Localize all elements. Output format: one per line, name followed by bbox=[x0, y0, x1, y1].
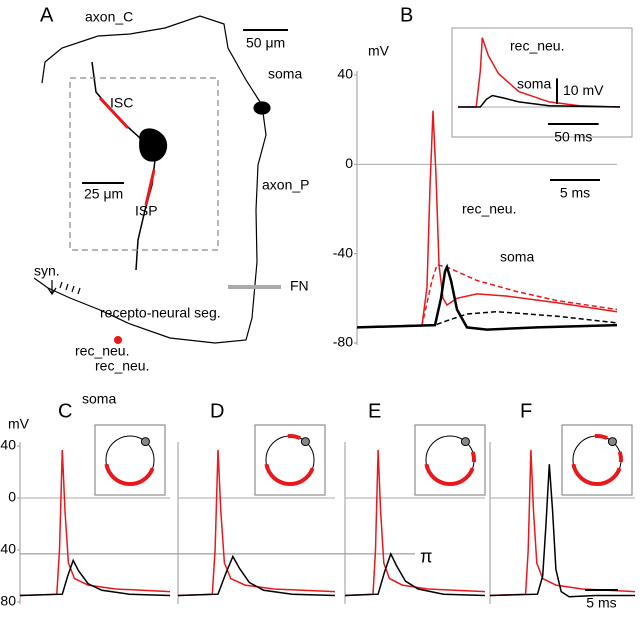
trace bbox=[19, 558, 171, 597]
red-segment bbox=[594, 434, 608, 441]
axon-outline bbox=[33, 15, 267, 344]
cell-body bbox=[139, 128, 168, 162]
trace bbox=[19, 449, 171, 597]
red-segment bbox=[470, 451, 476, 463]
red-segment bbox=[424, 463, 475, 486]
diagram-label: ISC bbox=[110, 95, 133, 111]
inset-frame bbox=[451, 27, 633, 138]
trace bbox=[356, 110, 618, 329]
diagram-label: soma bbox=[268, 66, 302, 82]
y-tick-label: 40 bbox=[0, 437, 16, 453]
series-label: soma bbox=[82, 391, 116, 407]
scale-bar-label: 5 ms bbox=[560, 185, 590, 201]
y-axis-label: mV bbox=[8, 416, 30, 432]
inset-box bbox=[414, 424, 486, 496]
syn-ticks bbox=[59, 281, 81, 295]
y-axis-label: mV bbox=[368, 43, 390, 59]
inset-box bbox=[561, 424, 633, 496]
rec-neu-dot bbox=[114, 336, 122, 344]
scale-bar-label: 50 ms bbox=[554, 129, 592, 145]
panel-label: D bbox=[210, 400, 224, 422]
y-tick-label: -40 bbox=[0, 541, 16, 557]
series-label: soma bbox=[517, 76, 551, 92]
inset-soma bbox=[140, 437, 150, 447]
y-tick-label: -80 bbox=[333, 334, 353, 350]
threshold-label: π bbox=[420, 547, 432, 567]
trace bbox=[177, 449, 336, 597]
isc-red bbox=[98, 96, 130, 130]
panel-label: B bbox=[400, 4, 413, 26]
isp-red bbox=[144, 169, 156, 206]
red-segment bbox=[264, 463, 315, 486]
panel-label: A bbox=[40, 4, 54, 26]
panel-label: C bbox=[58, 400, 72, 422]
diagram-label: 25 μm bbox=[84, 186, 123, 202]
diagram-label: recepto-neural seg. bbox=[100, 305, 221, 321]
y-tick-label: -40 bbox=[333, 244, 353, 260]
diagram-label: ISP bbox=[135, 203, 158, 219]
trace bbox=[458, 37, 621, 108]
scale-bar-label: 10 mV bbox=[563, 82, 604, 98]
series-label: soma bbox=[500, 249, 534, 265]
trace bbox=[344, 551, 486, 597]
red-segment bbox=[104, 463, 155, 486]
trace bbox=[177, 554, 336, 597]
scale-bar-label: 5 ms bbox=[586, 595, 616, 611]
diagram-label: rec_neu. bbox=[75, 343, 129, 359]
red-segment bbox=[571, 463, 622, 486]
diagram-label: axon_C bbox=[85, 9, 133, 25]
y-tick-label: 40 bbox=[337, 66, 353, 82]
trace bbox=[356, 263, 618, 331]
red-segment bbox=[617, 451, 623, 463]
soma-shape bbox=[253, 101, 271, 115]
y-tick-label: 0 bbox=[345, 155, 353, 171]
inset-box bbox=[94, 424, 166, 496]
diagram-label: axon_P bbox=[262, 177, 309, 193]
series-label: rec_neu. bbox=[462, 201, 516, 217]
inset-soma bbox=[607, 437, 617, 447]
series-label: rec_neu. bbox=[95, 358, 149, 374]
red-segment bbox=[287, 434, 301, 441]
diagram-label: FN bbox=[290, 278, 309, 294]
y-tick-label: -80 bbox=[0, 593, 16, 609]
panel-label: E bbox=[368, 400, 381, 422]
panel-label: F bbox=[520, 400, 532, 422]
trace bbox=[458, 94, 621, 108]
inset-soma bbox=[300, 437, 310, 447]
diagram-label: syn. bbox=[34, 263, 60, 279]
zoom-box bbox=[69, 77, 219, 251]
series-label: rec_neu. bbox=[510, 38, 564, 54]
trace bbox=[356, 310, 618, 329]
diagram-label: 50 μm bbox=[246, 35, 285, 51]
inset-soma bbox=[460, 437, 470, 447]
syn-arrow bbox=[47, 280, 57, 296]
y-tick-label: 0 bbox=[8, 489, 16, 505]
trace bbox=[489, 464, 635, 598]
trace bbox=[489, 449, 636, 597]
trace bbox=[356, 263, 618, 329]
inset-box bbox=[254, 424, 326, 496]
panel-a-drawing bbox=[33, 15, 288, 344]
